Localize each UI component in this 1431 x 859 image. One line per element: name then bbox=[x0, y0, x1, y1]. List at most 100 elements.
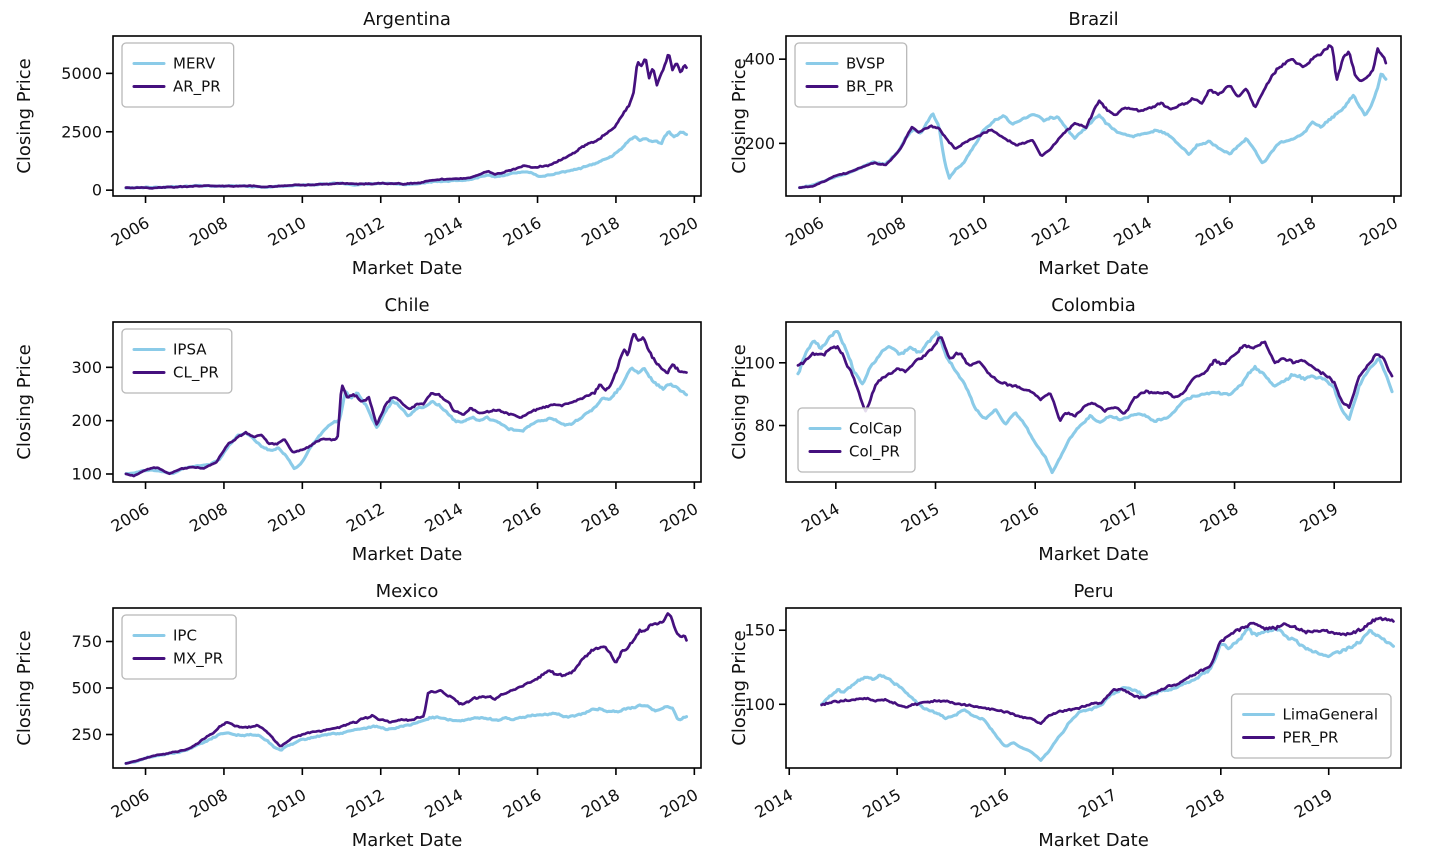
series-line-AR_PR bbox=[124, 53, 688, 190]
x-tick-label: 2017 bbox=[1097, 499, 1142, 536]
legend-label-Col_PR: Col_PR bbox=[849, 443, 900, 462]
y-axis-label: Closing Price bbox=[14, 630, 35, 745]
series-line-IPC bbox=[124, 703, 689, 766]
x-axis-label: Market Date bbox=[352, 830, 463, 851]
x-tick-label: 2014 bbox=[798, 499, 843, 536]
legend-box bbox=[121, 328, 233, 394]
x-tick-label: 2018 bbox=[578, 785, 623, 822]
y-axis-label: Closing Price bbox=[14, 344, 35, 459]
chart-mexico: Mexico Market Date Closing Price 250 500 750 2… bbox=[0, 572, 715, 859]
y-tick-label: 200 bbox=[71, 411, 102, 430]
y-tick-label: 750 bbox=[71, 632, 102, 651]
series-line-MX_PR bbox=[124, 612, 688, 765]
x-tick-label: 2012 bbox=[1028, 213, 1073, 250]
x-tick-label: 2010 bbox=[265, 499, 310, 536]
y-tick-label: 400 bbox=[744, 50, 775, 69]
x-tick-label: 2015 bbox=[859, 785, 904, 822]
x-tick-label: 2018 bbox=[578, 499, 623, 536]
legend-label-IPC: IPC bbox=[173, 627, 197, 645]
x-tick-label: 2006 bbox=[108, 499, 153, 536]
x-tick-label: 2017 bbox=[1075, 785, 1120, 822]
plot-border bbox=[785, 321, 1402, 483]
legend-label-AR_PR: AR_PR bbox=[173, 78, 221, 97]
series-line-CL_PR bbox=[124, 332, 688, 478]
chart-title: Peru bbox=[1073, 581, 1113, 602]
chart-title: Brazil bbox=[1068, 9, 1118, 30]
legend-label-MERV: MERV bbox=[173, 55, 216, 73]
series-line-MERV bbox=[124, 130, 689, 190]
x-tick-label: 2016 bbox=[1192, 213, 1237, 250]
y-tick-label: 2500 bbox=[61, 122, 102, 141]
y-axis-label: Closing Price bbox=[729, 630, 750, 745]
y-axis-label: Closing Price bbox=[729, 344, 750, 459]
legend: IPSA CL_PR bbox=[121, 328, 233, 394]
x-tick-label: 2010 bbox=[265, 213, 310, 250]
y-axis-label: Closing Price bbox=[729, 58, 750, 173]
x-tick-label: 2014 bbox=[751, 785, 796, 822]
x-tick-label: 2015 bbox=[898, 499, 943, 536]
x-tick-label: 2018 bbox=[578, 213, 623, 250]
y-tick-label: 300 bbox=[71, 358, 102, 377]
legend: LimaGeneral PER_PR bbox=[1230, 693, 1392, 759]
x-tick-label: 2018 bbox=[1183, 785, 1228, 822]
series-line-PER_PR bbox=[820, 616, 1395, 725]
legend: MERV AR_PR bbox=[121, 42, 235, 108]
x-axis-label: Market Date bbox=[352, 258, 463, 279]
legend-label-PER_PR: PER_PR bbox=[1283, 729, 1339, 748]
x-tick-label: 2019 bbox=[1291, 785, 1336, 822]
plot-border bbox=[112, 607, 702, 769]
x-tick-label: 2012 bbox=[343, 785, 388, 822]
legend-box bbox=[1230, 693, 1392, 759]
chart-title: Argentina bbox=[363, 9, 451, 30]
legend-box bbox=[797, 407, 916, 473]
x-tick-label: 2020 bbox=[657, 499, 702, 536]
y-tick-label: 80 bbox=[755, 416, 775, 435]
x-tick-label: 2010 bbox=[265, 785, 310, 822]
plot-border bbox=[785, 607, 1402, 769]
x-tick-label: 2020 bbox=[657, 785, 702, 822]
series-line-ColCap bbox=[796, 329, 1394, 475]
chart-peru: Peru Market Date Closing Price 100 150 2014 20… bbox=[715, 572, 1431, 859]
x-axis-label: Market Date bbox=[352, 544, 463, 565]
x-tick-label: 2016 bbox=[997, 499, 1042, 536]
x-tick-label: 2018 bbox=[1197, 499, 1242, 536]
legend-label-MX_PR: MX_PR bbox=[173, 650, 223, 669]
x-tick-label: 2020 bbox=[1356, 213, 1401, 250]
x-tick-label: 2010 bbox=[946, 213, 991, 250]
legend: IPC MX_PR bbox=[121, 614, 237, 680]
y-tick-label: 150 bbox=[744, 621, 775, 640]
x-tick-label: 2008 bbox=[186, 499, 231, 536]
x-tick-label: 2014 bbox=[421, 499, 466, 536]
y-tick-label: 500 bbox=[71, 679, 102, 698]
legend-box bbox=[794, 42, 908, 108]
x-axis-label: Market Date bbox=[1038, 258, 1149, 279]
chart-brazil: Brazil Market Date Closing Price 200 400 2006… bbox=[715, 0, 1431, 286]
plot-border bbox=[112, 35, 702, 197]
series-line-BR_PR bbox=[798, 44, 1388, 189]
x-tick-label: 2008 bbox=[186, 213, 231, 250]
chart-argentina: Argentina Market Date Closing Price 0 2500 50… bbox=[0, 0, 715, 286]
legend-label-BR_PR: BR_PR bbox=[846, 78, 894, 97]
legend-label-LimaGeneral: LimaGeneral bbox=[1283, 706, 1378, 724]
x-tick-label: 2008 bbox=[864, 213, 909, 250]
x-tick-label: 2012 bbox=[343, 499, 388, 536]
y-tick-label: 200 bbox=[744, 134, 775, 153]
legend-label-ColCap: ColCap bbox=[849, 420, 902, 438]
legend-box bbox=[121, 614, 237, 680]
x-tick-label: 2020 bbox=[657, 213, 702, 250]
legend-box bbox=[121, 42, 235, 108]
x-tick-label: 2016 bbox=[500, 499, 545, 536]
chart-title: Colombia bbox=[1051, 295, 1136, 316]
plot-border bbox=[112, 321, 702, 483]
x-tick-label: 2016 bbox=[500, 213, 545, 250]
chart-colombia: Colombia Market Date Closing Price 80 100 201… bbox=[715, 286, 1431, 572]
x-tick-label: 2012 bbox=[343, 213, 388, 250]
x-tick-label: 2016 bbox=[500, 785, 545, 822]
series-line-Col_PR bbox=[796, 336, 1394, 422]
plot-border bbox=[785, 35, 1402, 197]
chart-chile: Chile Market Date Closing Price 100 200 300 20… bbox=[0, 286, 715, 572]
y-axis-label: Closing Price bbox=[14, 58, 35, 173]
x-tick-label: 2014 bbox=[1110, 213, 1155, 250]
y-tick-label: 100 bbox=[744, 353, 775, 372]
